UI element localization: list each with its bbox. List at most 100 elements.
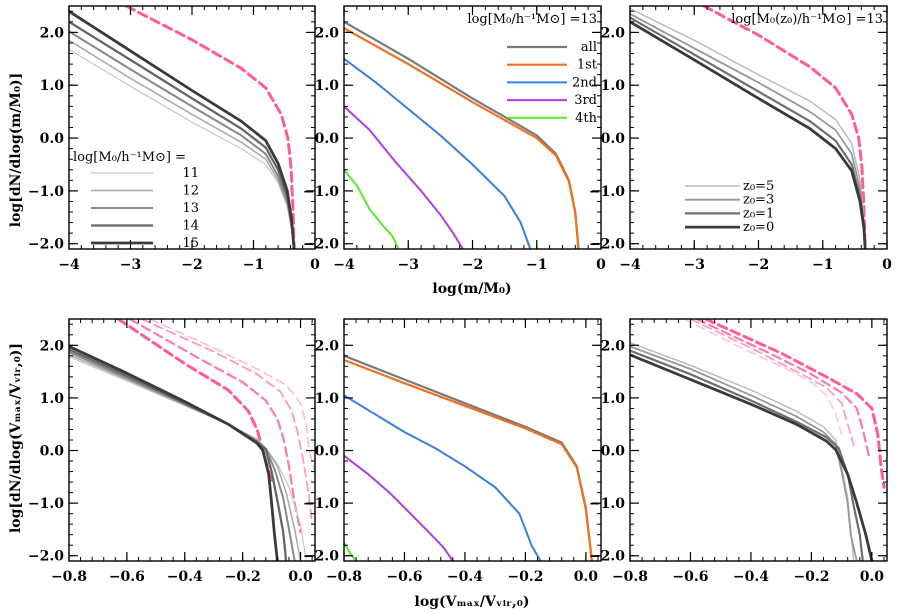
axes-frame-bottom-right [629,318,888,562]
x-tick-label: −0.2 [225,569,261,585]
dashed-series-bottom-right-0 [683,319,843,436]
x-tick-label: −0.8 [612,569,648,585]
y-tick-label: 2.0 [40,25,65,41]
legend-top-middle: all 1st 2nd 3rd 4th [507,40,598,126]
dashed-series-bottom-left-3 [116,319,274,484]
ylabel-top: log[dN/dlog(m/M₀)] [8,73,24,227]
dashed-series-bottom-left-1 [140,319,314,526]
series-bottom-right-2 [630,349,864,561]
x-tick-label: −0.4 [167,569,203,585]
series-bottom-right-0 [630,342,855,561]
series-top-middle-0 [344,20,580,249]
xlabel-bottom: log(Vₘₐₓ/Vᵥᵢᵣ,₀) [415,594,530,610]
series-bottom-middle-4 [344,541,358,561]
y-tick-label: 2.0 [315,338,340,354]
series-bottom-left-3 [69,348,288,561]
series-bottom-left-4 [69,344,279,561]
series-top-left-4 [69,9,296,249]
y-tick-label: −1.0 [28,496,64,512]
panel-top-left: −4 −3 −2 −1 0 −2.0 −1.0 0.0 1.0 2.0 log[M₀/h⁻¹M⊙] … [28,5,320,273]
y-tick-label: −1.0 [303,184,339,200]
legend-top-left: log[M₀/h⁻¹M⊙] =11 12 13 14 15 [73,150,199,251]
series-top-middle-1 [344,27,580,249]
x-tick-label: −1 [812,257,833,273]
x-tick-label: −3 [398,257,419,273]
legend-label: 11 [182,166,199,181]
y-tick-label: 0.0 [601,131,626,147]
series-bottom-middle-2 [344,394,542,561]
legend-label: 12 [182,184,199,199]
x-tick-label: −2 [462,257,483,273]
x-tick-label: −0.6 [672,569,708,585]
x-tick-label: −2 [748,257,769,273]
y-tick-label: 2.0 [601,25,626,41]
legend-label: z₀=0 [743,220,774,235]
y-tick-label: −1.0 [589,496,625,512]
panel-bottom-right: −0.8 −0.6 −0.4 −0.2 0.0 −2.0 −1.0 0.0 1.0 2.0 [589,318,888,585]
panel-annotation: log[M₀/h⁻¹M⊙] =13 [467,12,597,27]
series-bottom-left-2 [69,351,296,561]
y-tick-label: 2.0 [40,338,65,354]
legend-top-right: z₀=5z₀=3z₀=1z₀=0 [685,179,774,235]
legend-label: z₀=3 [743,193,774,208]
y-tick-label: −2.0 [303,237,339,253]
y-tick-label: 1.0 [40,391,65,407]
y-tick-label: −2.0 [303,549,339,565]
y-tick-label: 0.0 [315,444,340,460]
series-bottom-middle-1 [344,358,594,561]
x-tick-label: −4 [333,257,355,273]
x-tick-label: −0.2 [793,569,829,585]
axes-frame-bottom-middle [343,318,602,562]
xlabel-top: log(m/M₀) [432,281,511,297]
x-tick-label: −0.6 [109,569,145,585]
legend-label: 1st [577,58,598,73]
panel-bottom-left: −0.8 −0.6 −0.4 −0.2 0.0 −2.0 −1.0 0.0 1.0 2.0 [28,318,316,585]
y-tick-label: 0.0 [40,444,65,460]
series-bottom-middle-0 [344,354,594,561]
y-tick-label: −2.0 [589,237,625,253]
series-top-middle-2 [344,57,532,249]
panel-annotation: log[M₀(z₀)/h⁻¹M⊙] =13 [731,12,883,27]
x-tick-label: −0.2 [507,569,543,585]
panel-top-right: −4 −3 −2 −1 0 −2.0 −1.0 0.0 1.0 2.0 log[M₀(z₀)/h⁻¹… [589,5,892,273]
dashed-series-bottom-right-3 [704,319,886,489]
x-tick-label: 0 [882,257,892,273]
y-tick-label: 0.0 [40,131,65,147]
y-tick-label: 1.0 [315,391,340,407]
dashed-series-bottom-right-2 [695,319,871,457]
x-tick-label: 0.0 [574,569,599,585]
series-bottom-right-1 [630,345,858,561]
dashed-series-bottom-left-0 [149,319,315,473]
x-tick-label: 0 [596,257,606,273]
y-tick-label: 1.0 [601,391,626,407]
dashed-series-bottom-left-2 [128,319,302,534]
dashed-series-bottom-right-1 [689,319,855,447]
x-tick-label: −0.8 [51,569,87,585]
x-tick-label: −3 [120,257,141,273]
x-tick-label: −4 [619,257,641,273]
dashed-series-top-left-0 [124,6,296,249]
legend-title: log[M₀/h⁻¹M⊙] = [73,150,186,165]
legend-label: 13 [182,201,199,216]
y-tick-label: 1.0 [40,78,65,94]
legend-label: z₀=5 [743,179,774,194]
x-tick-label: −4 [58,257,80,273]
x-tick-label: 0 [310,257,320,273]
ylabel-bottom: log[dN/dlog(Vₘₐₓ/Vᵥᵢᵣ,₀)] [8,343,24,533]
x-tick-label: −2 [181,257,202,273]
y-tick-label: −2.0 [28,549,64,565]
x-tick-label: −1 [526,257,547,273]
series-top-left-2 [69,30,296,249]
legend-label: 14 [182,219,199,234]
series-bottom-right-3 [630,353,874,561]
y-tick-label: 0.0 [601,444,626,460]
x-tick-label: −3 [684,257,705,273]
series-bottom-middle-3 [344,454,454,561]
legend-label: all [581,40,597,55]
axes-frame-top-middle [343,5,602,250]
series-top-middle-4 [344,168,400,249]
x-tick-label: −0.4 [733,569,769,585]
legend-label: 2nd [572,75,597,90]
panel-top-middle: −4 −3 −2 −1 0 −2.0 −1.0 0.0 1.0 2.0 log[M₀/h⁻¹M⊙] … [303,5,606,273]
